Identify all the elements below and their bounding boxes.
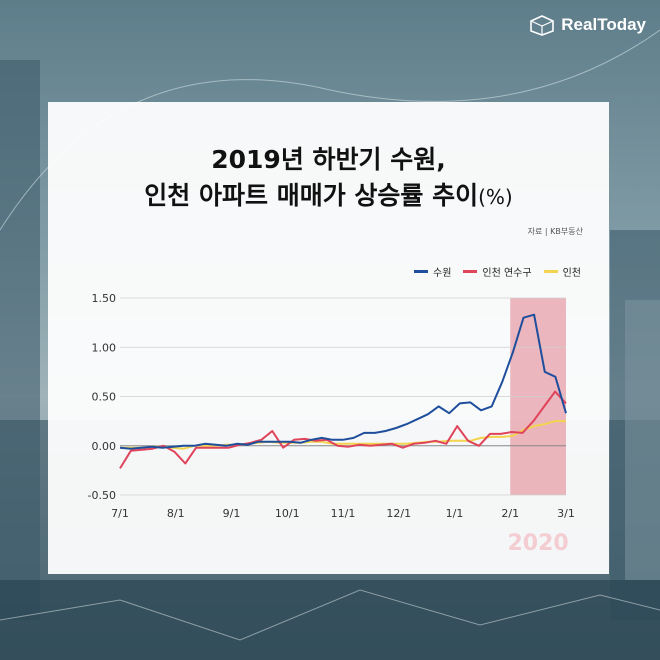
x-tick-label: 1/1 (446, 507, 464, 520)
series-line-0 (119, 313, 567, 450)
chart-title: 2019년 하반기 수원, 인천 아파트 매매가 상승률 추이(%) (48, 142, 609, 215)
legend-item-yeonsu: 인천 연수구 (463, 264, 532, 279)
cube-logo-icon (530, 15, 555, 36)
x-tick-label: 3/1 (557, 507, 575, 520)
chart-title-line2: 인천 아파트 매매가 상승률 추이(%) (48, 178, 609, 215)
series-line-2 (120, 420, 566, 450)
legend-label-incheon: 인천 (562, 268, 581, 279)
y-tick-label: -0.50 (88, 489, 116, 502)
series-line-1 (119, 390, 567, 469)
x-tick-label: 11/1 (331, 507, 356, 520)
chart-legend: 수원 인천 연수구 인천 (414, 264, 581, 279)
line-chart: 2020 1.50 1.00 0.50 0.00 -0.50 7/1 8/1 9/1 10/1 11… (88, 292, 575, 556)
y-tick-label: 0.00 (92, 440, 117, 453)
x-tick-label: 8/1 (167, 507, 185, 520)
legend-item-incheon: 인천 (543, 264, 581, 279)
x-tick-label: 12/1 (386, 507, 411, 520)
legend-swatch-incheon (543, 270, 558, 273)
chart-title-unit: (%) (478, 185, 513, 209)
legend-label-suwon: 수원 (433, 268, 452, 279)
source-note: 자료 | KB부동산 (527, 227, 583, 236)
y-tick-label: 0.50 (92, 391, 117, 404)
x-tick-label: 9/1 (223, 507, 241, 520)
x-tick-label: 10/1 (275, 507, 300, 520)
x-tick-label: 2/1 (501, 507, 519, 520)
y-tick-label: 1.00 (92, 341, 117, 354)
chart-card: 2019년 하반기 수원, 인천 아파트 매매가 상승률 추이(%) 자료 | … (48, 102, 609, 574)
x-tick-label: 7/1 (111, 507, 129, 520)
legend-item-suwon: 수원 (414, 264, 451, 279)
legend-swatch-suwon (414, 270, 428, 273)
chart-title-line2-text: 인천 아파트 매매가 상승률 추이 (144, 181, 479, 210)
legend-label-yeonsu: 인천 연수구 (482, 268, 532, 279)
brand-logo: RealToday (529, 14, 646, 36)
chart-title-line1: 2019년 하반기 수원, (211, 145, 446, 174)
y-tick-label: 1.50 (92, 292, 117, 305)
highlight-label-2020: 2020 (508, 531, 569, 556)
brand-name: RealToday (561, 15, 646, 34)
legend-swatch-yeonsu (463, 270, 478, 273)
